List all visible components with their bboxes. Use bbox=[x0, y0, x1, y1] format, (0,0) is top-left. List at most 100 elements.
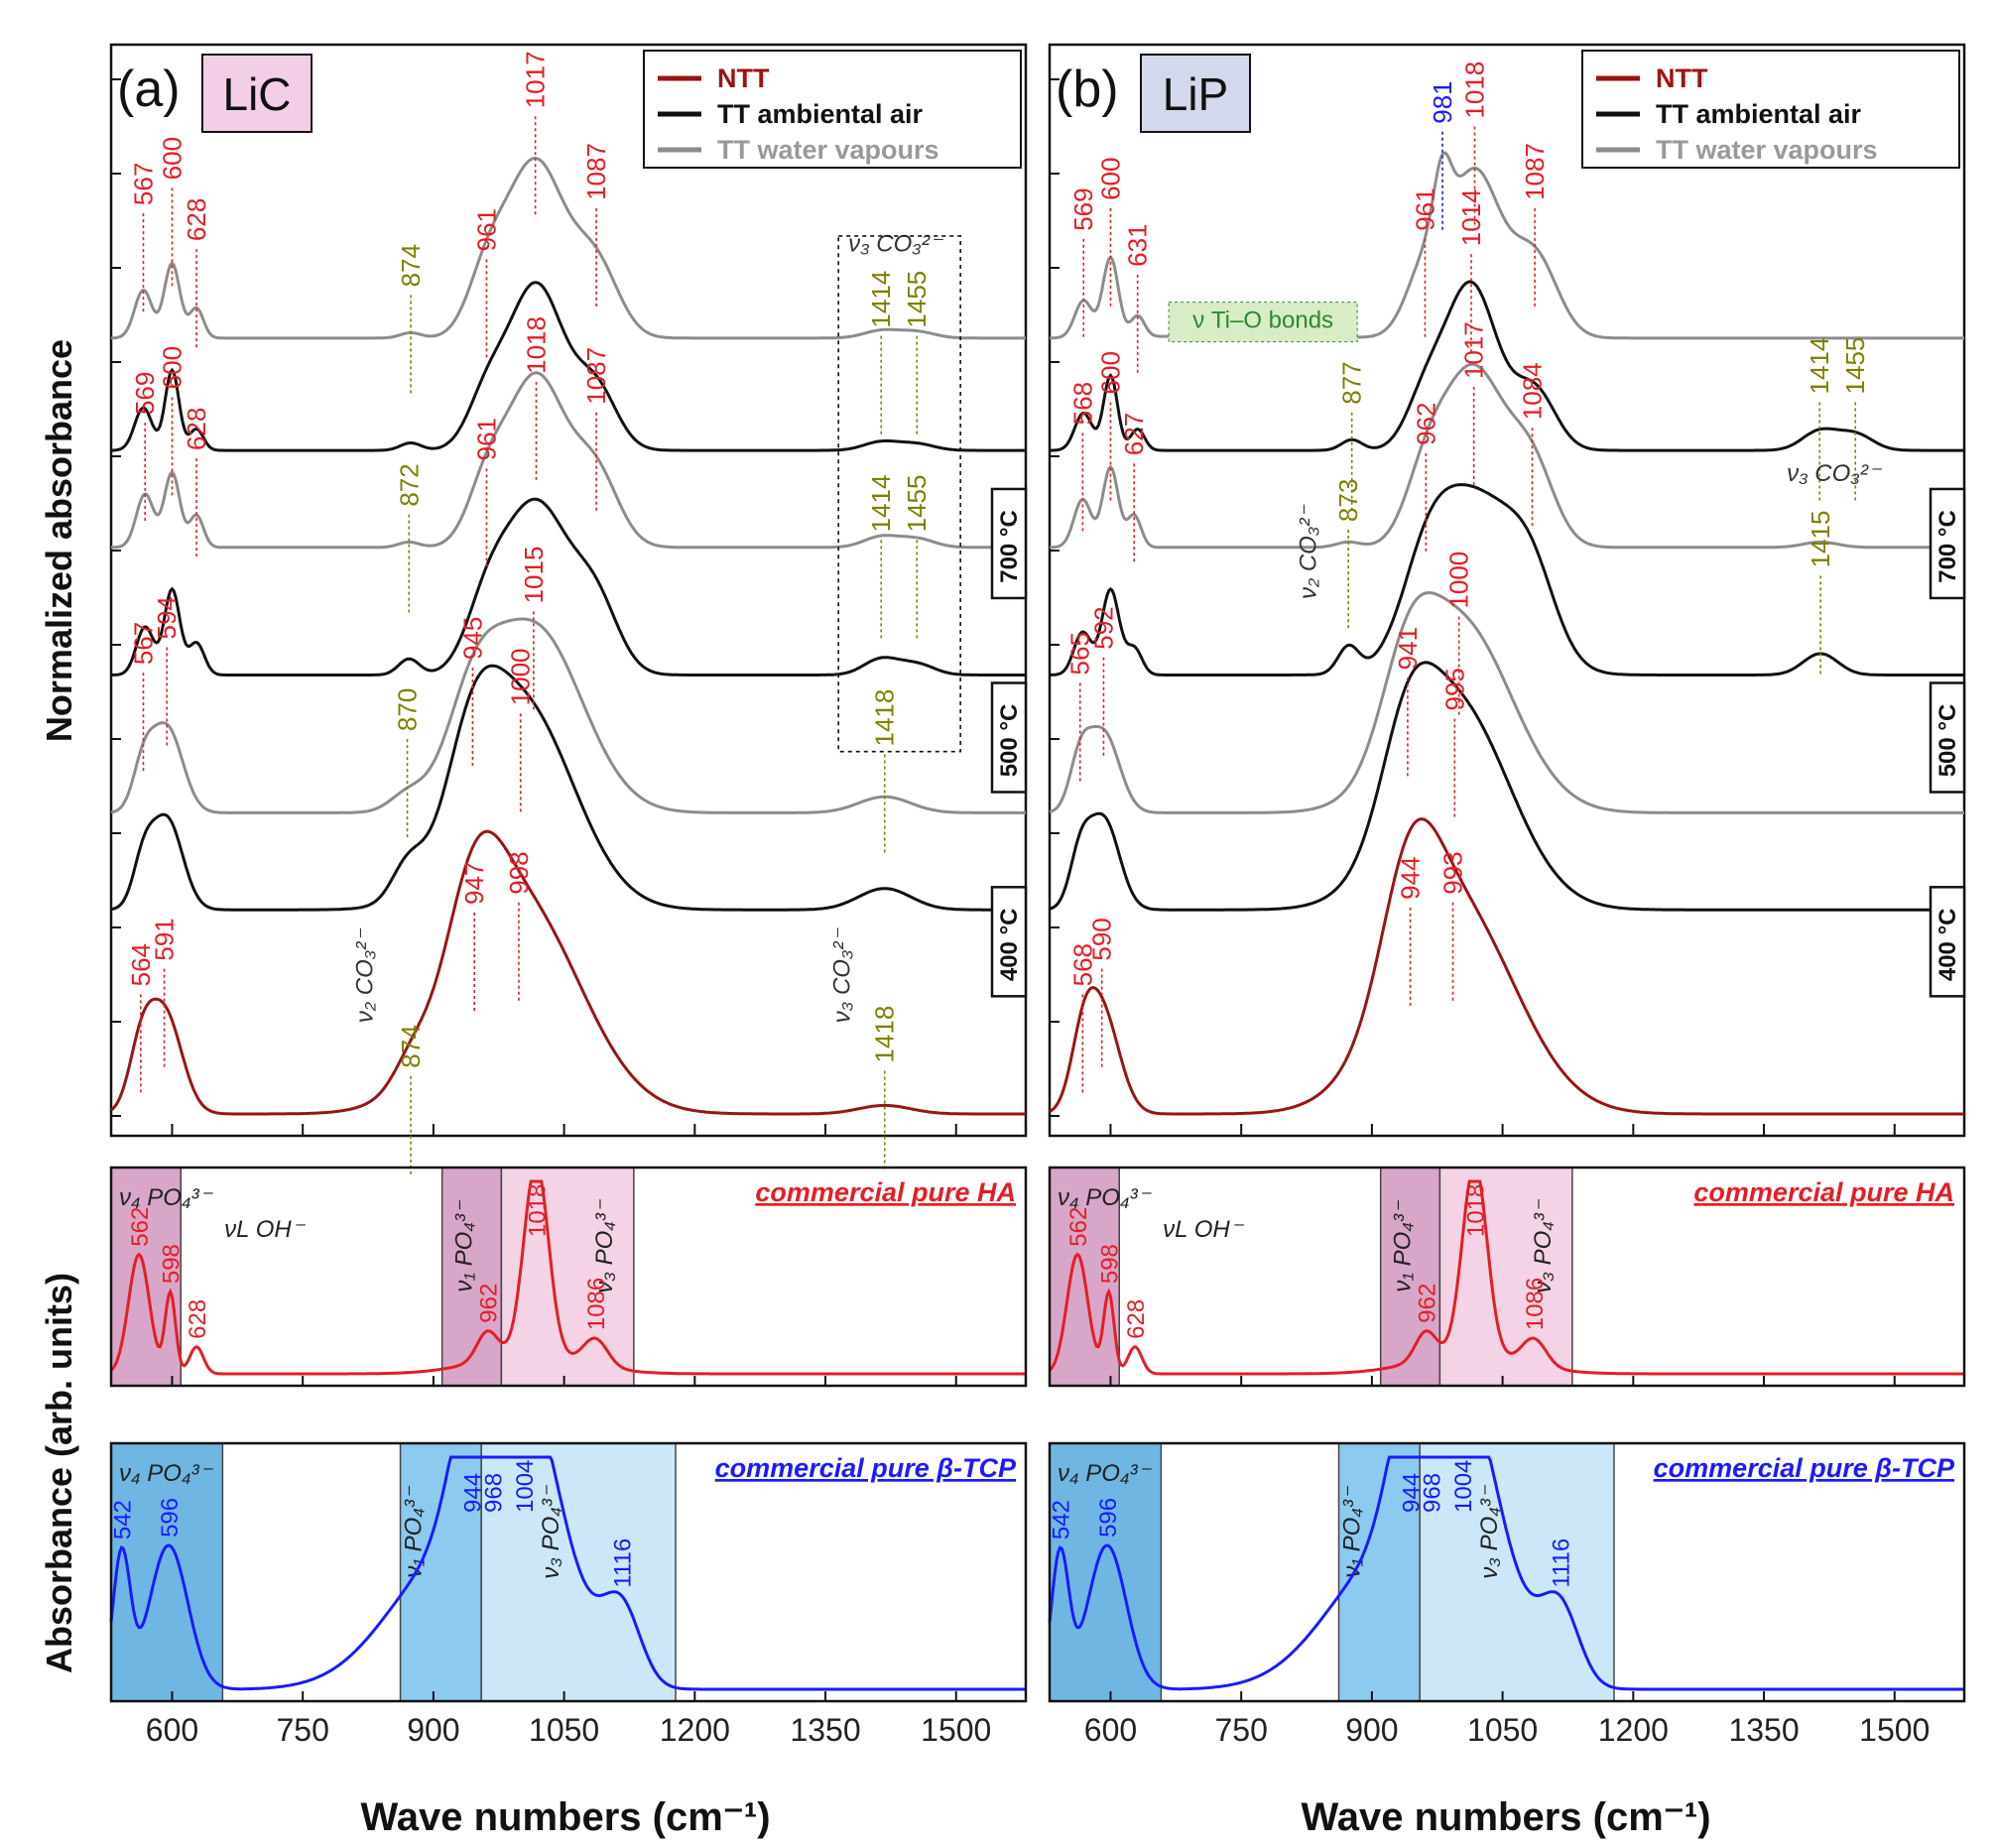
band-region-label: ν₃ PO₄³⁻ bbox=[1530, 1198, 1557, 1293]
band-region-label: ν₃ PO₄³⁻ bbox=[591, 1198, 618, 1293]
spectrum-line bbox=[110, 664, 1026, 912]
peak-label: 1415 bbox=[1806, 511, 1835, 568]
band-region bbox=[399, 1442, 482, 1702]
reference-spectrum bbox=[109, 1179, 1026, 1376]
reference-peak-label: 962 bbox=[1414, 1284, 1440, 1323]
peak-label: 569 bbox=[1068, 187, 1098, 230]
peak-label: 1017 bbox=[1459, 321, 1489, 379]
peak-label: 600 bbox=[1095, 158, 1125, 200]
peak-label: 1087 bbox=[1520, 143, 1550, 200]
spectrum-line bbox=[110, 829, 1026, 1116]
sample-box bbox=[1140, 54, 1251, 133]
axis-labels: Normalized absorbance Absorbance (arb. u… bbox=[39, 339, 1711, 1839]
reference-title: commercial pure HA bbox=[755, 1177, 1016, 1207]
temperature-label: 500 °C bbox=[996, 704, 1023, 778]
peak-label: 961 bbox=[1410, 187, 1439, 230]
band-region-label: ν₄ PO₄³⁻ bbox=[119, 1460, 214, 1487]
band-region-label: ν₄ PO₄³⁻ bbox=[1058, 1460, 1153, 1487]
x-tick-label: 1200 bbox=[1598, 1712, 1669, 1748]
x-tick-label: 1050 bbox=[529, 1712, 599, 1748]
sample-label: LiC bbox=[222, 68, 291, 120]
peak-label: 1000 bbox=[1444, 552, 1474, 609]
temperature-label: 400 °C bbox=[996, 909, 1023, 982]
peak-label: 874 bbox=[396, 244, 426, 287]
band-region bbox=[1379, 1167, 1441, 1387]
band-label: ν Ti–O bonds bbox=[1192, 308, 1333, 334]
peak-label: 569 bbox=[130, 372, 160, 415]
peak-label: 981 bbox=[1428, 80, 1457, 123]
temperature-label: 500 °C bbox=[1935, 704, 1961, 778]
temperature-box bbox=[1929, 886, 1966, 998]
reference-peak-label: 968 bbox=[481, 1473, 508, 1513]
spectrum-line bbox=[1050, 483, 1964, 677]
peak-label: 1017 bbox=[521, 51, 551, 108]
reference-peak-label: 542 bbox=[110, 1500, 137, 1540]
legend-label: NTT bbox=[717, 63, 770, 93]
peak-label: 1000 bbox=[506, 649, 536, 706]
reference-peak-label: 968 bbox=[1420, 1473, 1446, 1513]
peak-label: 1414 bbox=[1805, 337, 1834, 395]
oh-label: νL OH⁻ bbox=[224, 1216, 307, 1243]
legend-label: TT water vapours bbox=[1656, 135, 1878, 165]
peak-label: 995 bbox=[1439, 668, 1469, 710]
reference-peak-label: 944 bbox=[460, 1473, 487, 1513]
reference-spectrum bbox=[1048, 1455, 1964, 1691]
reference-peak-label: 598 bbox=[1097, 1244, 1124, 1284]
band-region-label: ν₄ PO₄³⁻ bbox=[119, 1184, 214, 1211]
legend-box bbox=[643, 50, 1022, 169]
peak-label: 600 bbox=[1095, 351, 1125, 394]
peak-label: 590 bbox=[1087, 918, 1117, 960]
peak-label: 1455 bbox=[902, 271, 932, 328]
peak-label: 1084 bbox=[1517, 362, 1547, 420]
reference-peak-label: 598 bbox=[159, 1244, 186, 1284]
x-axis-label-right: Wave numbers (cm⁻¹) bbox=[1301, 1795, 1710, 1839]
reference-title: commercial pure HA bbox=[1693, 1177, 1954, 1207]
temperature-label: 700 °C bbox=[996, 510, 1023, 583]
peak-label: 870 bbox=[393, 688, 423, 731]
peak-label: 1087 bbox=[581, 143, 611, 200]
reference-peak-label: 1086 bbox=[1522, 1278, 1549, 1330]
band-region-label: ν₁ PO₄³⁻ bbox=[400, 1485, 427, 1578]
reference-title: commercial pure β-TCP bbox=[715, 1453, 1017, 1483]
band-label: ν₃ CO₃²⁻ bbox=[1787, 460, 1883, 487]
peak-label: 993 bbox=[1438, 851, 1468, 894]
peak-label: 941 bbox=[1393, 627, 1423, 670]
peak-label: 1414 bbox=[866, 271, 896, 328]
spectrum-line bbox=[1049, 590, 1964, 814]
reference-peak-label: 1018 bbox=[525, 1184, 552, 1237]
band-region-label: ν₄ PO₄³⁻ bbox=[1058, 1184, 1153, 1211]
x-tick-label: 900 bbox=[407, 1712, 459, 1748]
peak-label: 565 bbox=[1065, 632, 1095, 675]
peak-label: 945 bbox=[457, 617, 487, 660]
band-region bbox=[1419, 1442, 1615, 1702]
peak-label: 594 bbox=[152, 596, 182, 639]
reference-frame bbox=[109, 1166, 1028, 1388]
x-tick-label: 1350 bbox=[790, 1712, 860, 1748]
spectrum-line bbox=[111, 156, 1026, 340]
x-tick-label: 1500 bbox=[921, 1712, 991, 1748]
peak-label: 1455 bbox=[1840, 337, 1870, 395]
peak-label: 962 bbox=[1411, 403, 1440, 445]
reference-peak-label: 562 bbox=[1065, 1207, 1092, 1247]
band-region-label: ν₁ PO₄³⁻ bbox=[1338, 1485, 1365, 1578]
temperature-label: 400 °C bbox=[1935, 909, 1961, 982]
peak-label: 591 bbox=[150, 918, 180, 960]
reference-peak-label: 596 bbox=[157, 1498, 184, 1538]
peak-label: 1414 bbox=[866, 475, 896, 533]
x-tick-label: 1200 bbox=[660, 1712, 730, 1748]
spectrum-line bbox=[111, 281, 1026, 452]
temperature-label: 700 °C bbox=[1935, 510, 1961, 583]
peak-label: 1418 bbox=[870, 689, 900, 747]
temperature-box bbox=[990, 886, 1028, 998]
reference-peak-label: 962 bbox=[475, 1284, 502, 1323]
band-region bbox=[480, 1442, 677, 1702]
x-tick-label: 600 bbox=[1084, 1712, 1137, 1748]
reference-peak-label: 628 bbox=[1123, 1299, 1150, 1339]
spectrum-line bbox=[1049, 817, 1964, 1116]
legend-box bbox=[1581, 50, 1960, 169]
carbonate-box bbox=[837, 235, 961, 753]
reference-peak-label: 542 bbox=[1049, 1500, 1075, 1540]
reference-peak-label: 944 bbox=[1399, 1473, 1426, 1513]
x-tick-label: 900 bbox=[1345, 1712, 1398, 1748]
